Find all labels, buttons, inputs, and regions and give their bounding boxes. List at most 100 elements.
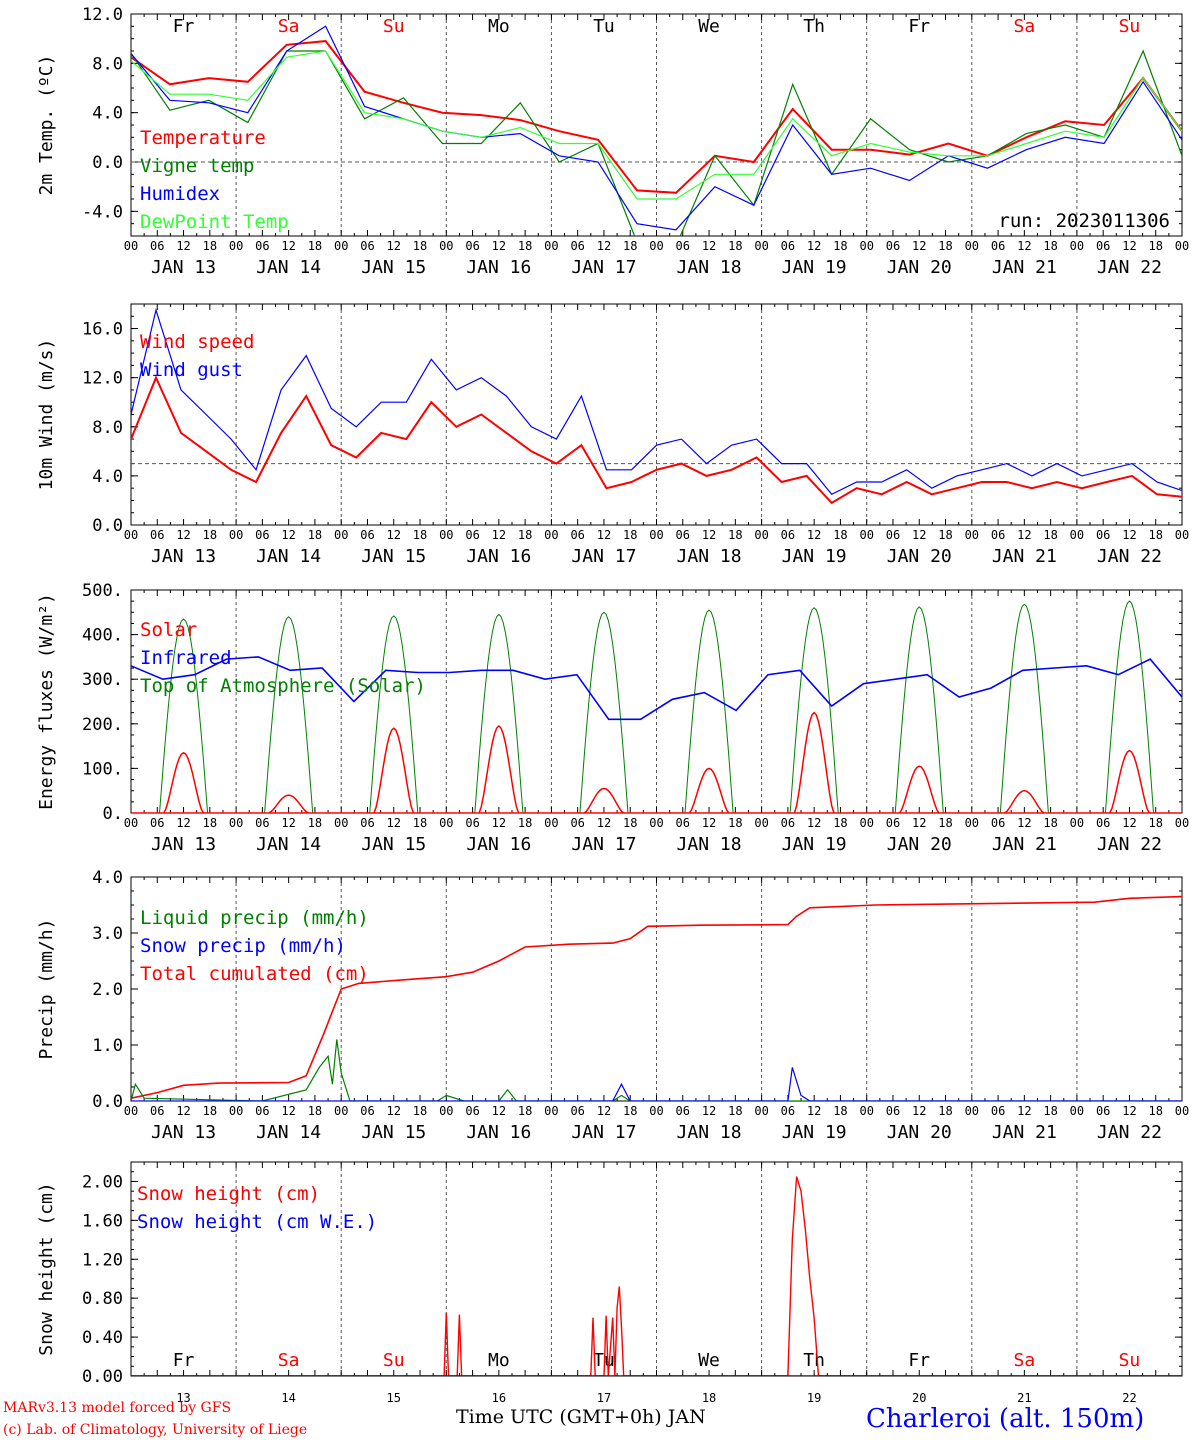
y-axis-label: Energy fluxes (W/m²) bbox=[36, 593, 57, 810]
hour-label: 18 bbox=[308, 816, 322, 830]
day-number: 13 bbox=[176, 1391, 190, 1405]
hour-label: 18 bbox=[623, 816, 637, 830]
weekday-label: Fr bbox=[173, 16, 195, 37]
date-label: JAN 16 bbox=[466, 1122, 531, 1143]
y-tick-label: 2.00 bbox=[82, 1172, 123, 1192]
date-label: JAN 13 bbox=[151, 257, 216, 278]
hour-label: 18 bbox=[308, 1104, 322, 1118]
weekday-label: Mo bbox=[488, 1350, 510, 1371]
hour-label: 18 bbox=[833, 239, 847, 253]
hour-label: 18 bbox=[413, 816, 427, 830]
hour-label: 12 bbox=[387, 816, 401, 830]
y-tick-label: -4.0 bbox=[82, 202, 123, 222]
hour-label: 06 bbox=[781, 816, 795, 830]
hour-label: 12 bbox=[912, 528, 926, 542]
date-label: JAN 21 bbox=[992, 546, 1057, 567]
hour-label: 12 bbox=[1122, 528, 1136, 542]
hour-label: 06 bbox=[570, 528, 584, 542]
date-label: JAN 16 bbox=[466, 546, 531, 567]
hour-label: 12 bbox=[597, 528, 611, 542]
date-label: JAN 20 bbox=[887, 1122, 952, 1143]
y-tick-label: 0.0 bbox=[92, 1092, 123, 1112]
hour-label: 00 bbox=[649, 1104, 663, 1118]
hour-label: 12 bbox=[281, 816, 295, 830]
date-label: JAN 22 bbox=[1097, 1122, 1162, 1143]
hour-label: 00 bbox=[965, 239, 979, 253]
hour-label: 12 bbox=[492, 239, 506, 253]
solar-curve bbox=[478, 724, 520, 813]
hour-label: 06 bbox=[991, 239, 1005, 253]
run-label: run: 2023011306 bbox=[998, 210, 1170, 232]
hour-label: 18 bbox=[1043, 239, 1057, 253]
date-label: JAN 18 bbox=[677, 257, 742, 278]
hour-label: 12 bbox=[387, 239, 401, 253]
hour-label: 00 bbox=[334, 816, 348, 830]
hour-label: 06 bbox=[886, 528, 900, 542]
series-group bbox=[131, 307, 1182, 505]
hour-label: 12 bbox=[1017, 528, 1031, 542]
weekday-label: Th bbox=[803, 1350, 825, 1371]
hour-label: 12 bbox=[387, 1104, 401, 1118]
hour-label: 06 bbox=[360, 528, 374, 542]
hour-label: 00 bbox=[1175, 1104, 1189, 1118]
hour-label: 06 bbox=[781, 1104, 795, 1118]
y-tick-label: 200. bbox=[82, 715, 123, 735]
hour-label: 06 bbox=[150, 816, 164, 830]
hour-label: 12 bbox=[597, 1104, 611, 1118]
panel-3: 500. 400. 300. 200. 100. 0. Energy fluxes (W/m… bbox=[36, 581, 1189, 855]
series-snow-precip bbox=[131, 1067, 1182, 1101]
hour-label: 18 bbox=[728, 816, 742, 830]
date-label: JAN 20 bbox=[887, 257, 952, 278]
hour-label: 06 bbox=[255, 528, 269, 542]
hour-label: 00 bbox=[439, 239, 453, 253]
hour-label: 18 bbox=[1043, 1104, 1057, 1118]
hour-label: 12 bbox=[176, 528, 190, 542]
day-number: 21 bbox=[1017, 1391, 1031, 1405]
panel-2: 16.0 12.0 8.0 4.0 0.0 10m Wind (m/s) 00 06 12 18 J… bbox=[36, 303, 1189, 567]
y-tick-label: 500. bbox=[82, 581, 123, 601]
y-tick-label: 8.0 bbox=[92, 418, 123, 438]
hour-label: 12 bbox=[1122, 816, 1136, 830]
hour-label: 12 bbox=[1017, 239, 1031, 253]
hour-label: 06 bbox=[1096, 528, 1110, 542]
day-number: 22 bbox=[1122, 1391, 1136, 1405]
hour-label: 06 bbox=[150, 528, 164, 542]
hour-label: 12 bbox=[176, 1104, 190, 1118]
hour-label: 06 bbox=[360, 1104, 374, 1118]
hour-label: 12 bbox=[176, 816, 190, 830]
hour-label: 18 bbox=[413, 1104, 427, 1118]
hour-label: 18 bbox=[203, 1104, 217, 1118]
y-tick-label: 100. bbox=[82, 759, 123, 779]
hour-label: 06 bbox=[676, 1104, 690, 1118]
date-label: JAN 17 bbox=[571, 834, 636, 855]
hour-label: 00 bbox=[649, 528, 663, 542]
hour-label: 00 bbox=[859, 239, 873, 253]
y-tick-label: 8.0 bbox=[92, 54, 123, 74]
hour-label: 12 bbox=[281, 239, 295, 253]
hour-label: 00 bbox=[1175, 239, 1189, 253]
hour-label: 00 bbox=[965, 528, 979, 542]
hour-label: 00 bbox=[859, 528, 873, 542]
hour-label: 12 bbox=[176, 239, 190, 253]
series-dewpoint-temp bbox=[131, 50, 1182, 200]
date-label: JAN 19 bbox=[782, 257, 847, 278]
y-tick-label: 0.80 bbox=[82, 1289, 123, 1309]
date-label: JAN 15 bbox=[361, 834, 426, 855]
weekday-label: Sa bbox=[1014, 1350, 1036, 1371]
hour-label: 06 bbox=[570, 1104, 584, 1118]
y-tick-label: 0. bbox=[103, 804, 123, 824]
hour-label: 18 bbox=[413, 528, 427, 542]
legend-solar: Solar bbox=[140, 619, 197, 641]
legend-wind-gust: Wind gust bbox=[140, 359, 243, 381]
hour-label: 00 bbox=[544, 528, 558, 542]
toa-solar-curve bbox=[369, 615, 419, 813]
hour-label: 00 bbox=[544, 239, 558, 253]
date-label: JAN 16 bbox=[466, 257, 531, 278]
y-axis-label: 2m Temp. (ºC) bbox=[36, 55, 57, 196]
toa-solar-curve bbox=[159, 618, 209, 813]
date-label: JAN 21 bbox=[992, 257, 1057, 278]
hour-label: 18 bbox=[518, 816, 532, 830]
hour-label: 18 bbox=[833, 1104, 847, 1118]
hour-label: 00 bbox=[124, 239, 138, 253]
y-tick-label: 0.40 bbox=[82, 1328, 123, 1348]
